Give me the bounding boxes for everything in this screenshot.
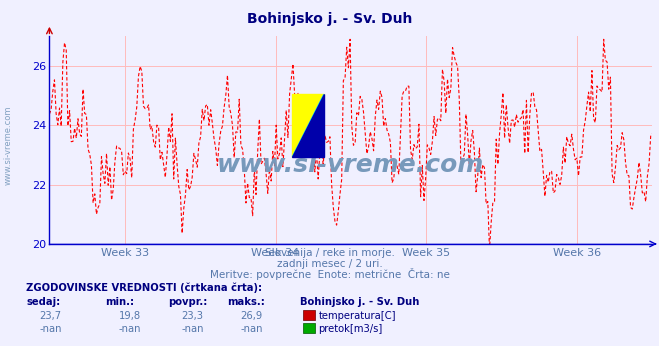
Text: sedaj:: sedaj:: [26, 298, 61, 307]
Text: ZGODOVINSKE VREDNOSTI (črtkana črta):: ZGODOVINSKE VREDNOSTI (črtkana črta):: [26, 283, 262, 293]
Text: Meritve: povprečne  Enote: metrične  Črta: ne: Meritve: povprečne Enote: metrične Črta:…: [210, 268, 449, 280]
Text: 23,7: 23,7: [40, 311, 62, 321]
Text: zadnji mesec / 2 uri.: zadnji mesec / 2 uri.: [277, 259, 382, 268]
Text: Bohinjsko j. - Sv. Duh: Bohinjsko j. - Sv. Duh: [300, 298, 419, 307]
Text: pretok[m3/s]: pretok[m3/s]: [318, 324, 382, 334]
Text: min.:: min.:: [105, 298, 134, 307]
Polygon shape: [293, 94, 324, 157]
Text: povpr.:: povpr.:: [168, 298, 208, 307]
Text: 23,3: 23,3: [181, 311, 203, 321]
Polygon shape: [293, 94, 324, 157]
Text: 26,9: 26,9: [241, 311, 263, 321]
Text: -nan: -nan: [119, 324, 141, 334]
Text: -nan: -nan: [241, 324, 263, 334]
Text: -nan: -nan: [181, 324, 204, 334]
Text: Slovenija / reke in morje.: Slovenija / reke in morje.: [264, 248, 395, 258]
Text: maks.:: maks.:: [227, 298, 265, 307]
Text: -nan: -nan: [40, 324, 62, 334]
Text: www.si-vreme.com: www.si-vreme.com: [4, 106, 13, 185]
Text: temperatura[C]: temperatura[C]: [318, 311, 396, 321]
Polygon shape: [293, 94, 324, 157]
Text: 19,8: 19,8: [119, 311, 141, 321]
Text: Bohinjsko j. - Sv. Duh: Bohinjsko j. - Sv. Duh: [247, 12, 412, 26]
Text: www.si-vreme.com: www.si-vreme.com: [217, 153, 484, 177]
